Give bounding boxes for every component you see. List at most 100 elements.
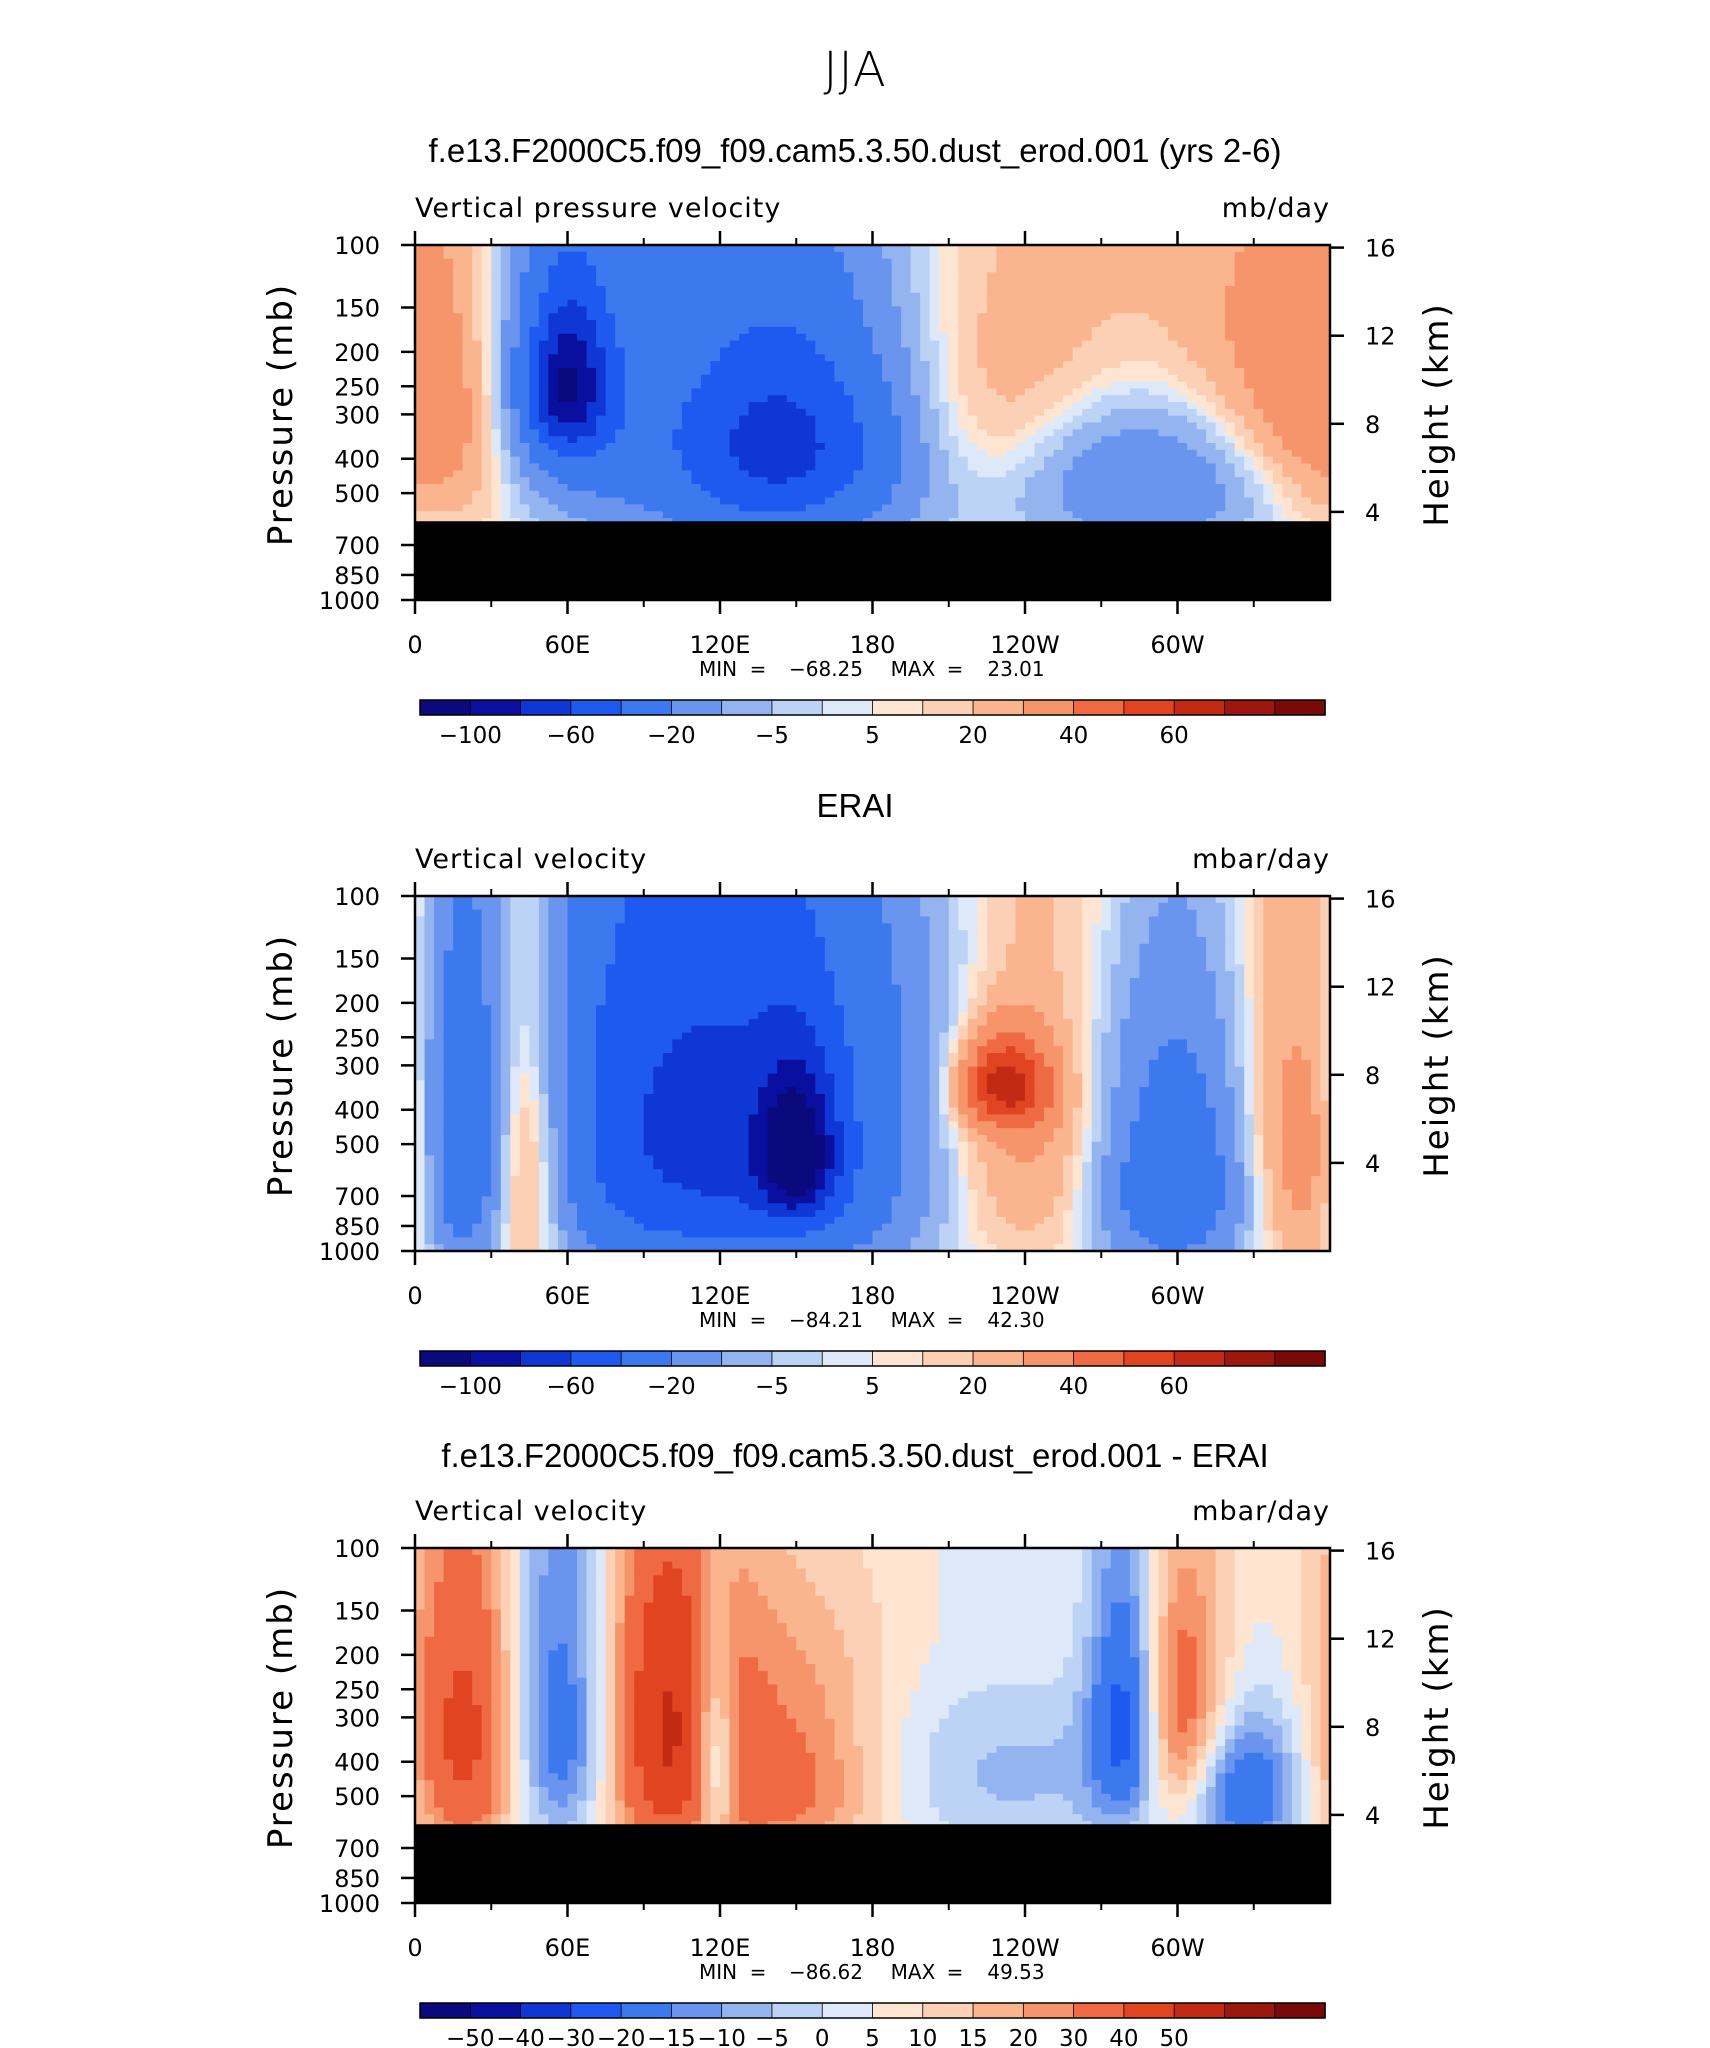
contour-cell [1053,251,1064,260]
contour-cell [767,381,778,389]
contour-cell [443,381,454,389]
contour-cell [1253,497,1264,506]
contour-cell [1072,470,1083,478]
contour-cell [843,326,855,335]
contour-cell [1063,456,1074,465]
contour-cell [643,285,654,294]
contour-cell [1206,415,1217,424]
contour-cell [1139,374,1150,383]
contour-cell [1263,511,1274,519]
contour-cell [1310,490,1322,499]
contour-cell [615,313,626,321]
contour-cell [1206,402,1217,410]
contour-cell [1234,285,1245,294]
contour-cell [1167,436,1179,444]
contour-cell [1177,388,1188,396]
contour-cell [986,497,998,506]
contour-cell [1263,367,1274,376]
contour-cell [872,361,883,369]
contour-cell [1063,449,1074,458]
contour-cell [634,347,645,355]
contour-cell [691,388,702,396]
contour-cell [605,367,616,376]
contour-cell [862,333,874,342]
contour-cell [796,436,807,444]
contour-cell [1044,415,1055,424]
contour-cell [948,408,959,417]
contour-cell [882,313,893,321]
contour-cell [1225,463,1236,471]
contour-cell [615,449,626,458]
contour-cell [596,258,607,267]
contour-cell [1053,442,1064,451]
contour-cell [434,463,445,471]
contour-cell [1244,408,1255,417]
contour-cell [1110,470,1121,478]
contour-cell [624,285,635,294]
contour-cell [1005,504,1017,512]
contour-cell [1167,354,1179,362]
contour-cell [729,265,740,273]
contour-cell [615,497,626,506]
contour-cell [805,504,816,512]
contour-cell [681,347,693,355]
contour-cell [786,340,797,349]
contour-cell [415,258,426,267]
contour-cell [596,470,607,478]
contour-cell [786,442,797,451]
contour-cell [748,504,759,512]
contour-cell [958,258,969,267]
contour-cell [948,477,959,485]
contour-cell [1120,265,1131,273]
contour-cell [1187,504,1198,512]
contour-cell [777,490,788,499]
contour-cell [481,456,492,465]
contour-cell [691,299,702,308]
contour-cell [615,408,626,417]
contour-cell [758,497,769,506]
contour-cell [1005,285,1017,294]
contour-cell [1187,381,1198,389]
contour-cell [862,361,874,369]
contour-cell [882,320,893,328]
contour-cell [853,408,864,417]
contour-cell [453,292,464,301]
contour-cell [1225,429,1236,437]
contour-cell [948,504,959,512]
contour-cell [739,436,750,444]
contour-cell [929,367,940,376]
contour-cell [1177,265,1188,273]
contour-cell [1282,354,1293,362]
contour-cell [691,381,702,389]
contour-cell [662,504,673,512]
contour-cell [672,381,683,389]
contour-cell [1129,381,1140,389]
contour-cell [758,354,769,362]
contour-cell [662,367,673,376]
contour-cell [958,422,969,430]
contour-cell [538,340,550,349]
contour-cell [415,367,426,376]
contour-cell [1091,279,1102,287]
contour-cell [767,299,778,308]
contour-cell [624,347,635,355]
contour-cell [1101,333,1112,342]
contour-cell [557,251,569,260]
contour-cell [557,292,569,301]
contour-cell [862,395,874,403]
contour-cell [634,497,645,506]
contour-cell [1063,279,1074,287]
contour-cell [1177,470,1188,478]
contour-cell [1320,408,1331,417]
contour-cell [1301,354,1312,362]
contour-cell [481,422,492,430]
contour-cell [834,429,845,437]
contour-cell [1272,354,1283,362]
contour-cell [681,272,693,280]
contour-cell [567,456,578,465]
contour-cell [815,258,826,267]
contour-cell [1206,429,1217,437]
contour-cell [1110,354,1121,362]
contour-cell [1320,251,1331,260]
contour-cell [434,285,445,294]
